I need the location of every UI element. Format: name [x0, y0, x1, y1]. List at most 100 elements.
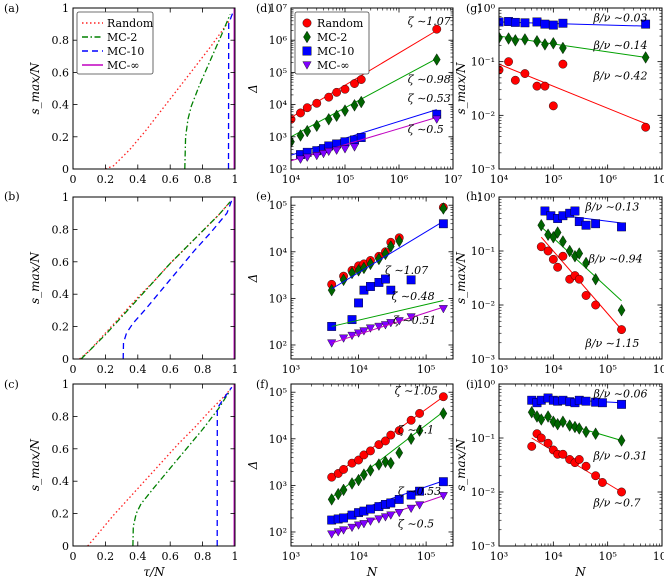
panel-label: (b): [4, 190, 20, 203]
plot-area: [527, 393, 626, 497]
data-point: [520, 18, 530, 28]
y-tick-label: 10⁻³: [471, 163, 495, 176]
data-point: [381, 455, 390, 469]
y-tick-label: 0.6: [52, 66, 70, 79]
x-tick-label: 0.6: [161, 550, 179, 563]
data-point: [591, 219, 601, 229]
data-point: [339, 513, 348, 523]
data-point: [537, 218, 546, 232]
data-point: [395, 234, 404, 248]
data-point: [548, 101, 558, 111]
series-line-MC-10: [122, 199, 233, 359]
y-tick-label: 0: [62, 540, 69, 553]
legend-entry: MC-10: [317, 45, 354, 58]
y-tick-label: 1: [62, 2, 69, 15]
x-tick-label: 10⁴: [282, 173, 301, 186]
data-point: [354, 473, 363, 487]
x-tick-label: 10⁴: [544, 550, 563, 563]
slope-annotation: β/ν ∼0.31: [593, 449, 648, 462]
data-point: [366, 282, 375, 291]
data-point: [386, 430, 396, 440]
data-point: [537, 413, 546, 426]
data-point: [540, 81, 550, 91]
y-tick-label: 0.4: [52, 99, 70, 112]
axes-frame: [290, 383, 454, 547]
plot-area: [327, 392, 448, 539]
x-tick-label: 0.6: [161, 173, 179, 186]
y-tick-label: 10⁻²: [471, 486, 495, 499]
panel-b: 0 0.2 0.4 0.6 0.8 1 0 0.2 0.4 0.6 0.8 1 s_max/N (b): [4, 190, 239, 376]
data-point: [332, 109, 341, 123]
fit-line: [331, 306, 444, 344]
y-axis-label: s_max/N: [454, 62, 468, 115]
y-tick-label: 10³: [269, 292, 287, 305]
y-tick-label: 10⁻²: [471, 299, 495, 312]
x-tick-label: 10³: [490, 550, 508, 563]
data-point: [415, 486, 424, 496]
data-point: [504, 57, 513, 67]
y-tick-label: 10⁻¹: [471, 432, 495, 445]
panel-label: (h): [466, 190, 482, 203]
y-tick-label: 0.8: [52, 223, 70, 236]
x-tick-label: 10⁶: [390, 173, 409, 186]
x-tick-label: 0: [70, 173, 77, 186]
y-tick-label: 10³: [269, 479, 287, 492]
data-point: [347, 315, 357, 325]
x-tick-label: 10⁷: [653, 173, 664, 186]
x-tick-label: 0.8: [194, 363, 212, 376]
data-point: [296, 129, 305, 142]
data-point: [536, 242, 546, 252]
data-point: [536, 433, 546, 443]
y-tick-label: 0.6: [52, 443, 70, 456]
x-tick-label: 10³: [282, 363, 300, 376]
data-point: [360, 468, 368, 481]
data-point: [574, 455, 584, 464]
data-point: [439, 407, 448, 420]
panel-c: 0 0.2 0.4 0.6 0.8 1 0 0.2 0.4 0.6 0.8 1 s_max/N τ/N (c…: [4, 378, 239, 579]
data-point: [438, 477, 448, 487]
y-tick-label: 0.4: [52, 288, 70, 301]
data-point: [349, 143, 360, 152]
data-point: [582, 425, 590, 439]
panel-label: (g): [466, 2, 482, 15]
x-tick-label: 0.8: [194, 173, 212, 186]
y-axis-label: s_max/N: [454, 252, 468, 305]
data-point: [386, 240, 395, 253]
data-point: [617, 222, 626, 232]
data-point: [543, 438, 553, 448]
axes-frame: [498, 7, 663, 170]
data-point: [312, 119, 321, 133]
data-point: [312, 98, 322, 108]
data-point: [356, 75, 366, 84]
data-point: [540, 206, 550, 216]
data-point: [570, 206, 580, 216]
series-line-MC-10: [227, 10, 235, 169]
panel-label: (a): [4, 2, 19, 15]
data-point: [356, 133, 366, 142]
panel-d: 10⁴ 10⁵ 10⁶ 10⁷ 10² 10³ 10⁴ 10⁵ 10⁶ 10⁷ Δ (d) ζ ∼1.0…: [246, 2, 463, 186]
slope-annotation: β/ν ∼0.03: [593, 12, 648, 25]
data-point: [365, 324, 375, 333]
data-point: [359, 450, 369, 460]
data-point: [415, 501, 425, 510]
y-tick-label: 10²: [269, 526, 287, 539]
data-point: [527, 441, 537, 451]
data-point: [558, 251, 568, 261]
data-point: [340, 145, 350, 154]
y-tick-label: 0.2: [52, 131, 70, 144]
data-point: [499, 31, 503, 44]
data-point: [553, 262, 563, 272]
data-point: [540, 19, 550, 29]
data-point: [510, 75, 520, 85]
data-point: [548, 20, 558, 30]
slope-annotation: ζ ∼1.07: [408, 15, 451, 28]
data-point: [334, 487, 343, 501]
data-point: [511, 34, 520, 47]
panel-label: (i): [466, 378, 478, 391]
y-tick-label: 0: [62, 163, 69, 176]
legend-entry: MC-10: [107, 45, 144, 58]
y-tick-label: 10⁻¹: [471, 56, 495, 69]
x-tick-label: 10⁵: [336, 173, 354, 186]
y-tick-label: 0.6: [52, 256, 70, 269]
data-point: [565, 419, 574, 432]
